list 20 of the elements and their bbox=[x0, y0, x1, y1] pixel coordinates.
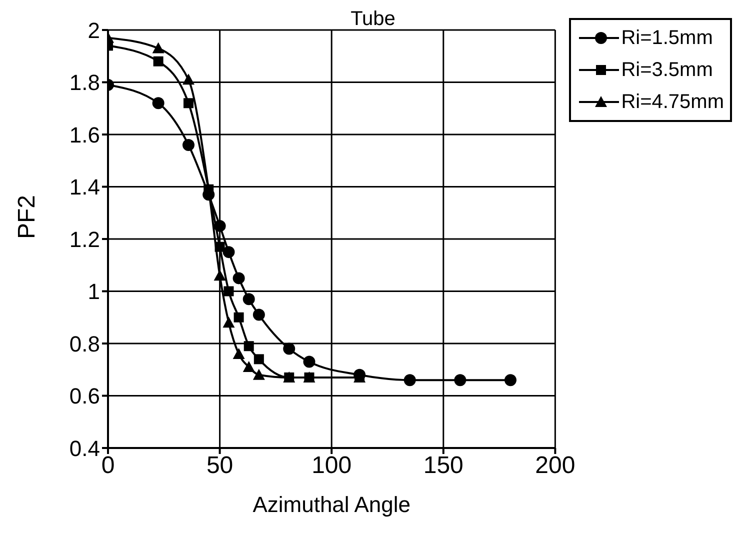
y-tick-label: 2 bbox=[88, 18, 100, 43]
y-tick-label: 1.6 bbox=[69, 122, 100, 148]
legend-label: Ri=3.5mm bbox=[621, 58, 713, 82]
y-tick-label: 0.8 bbox=[69, 331, 100, 356]
y-tick-label: 1.8 bbox=[69, 70, 100, 96]
y-tick-label: 1.2 bbox=[69, 226, 100, 252]
y-axis-title: PF2 bbox=[14, 194, 41, 239]
y-tick-label: 0.6 bbox=[69, 384, 100, 409]
x-tick-label: 100 bbox=[312, 452, 352, 480]
y-tick-label: 1 bbox=[88, 279, 100, 304]
x-tick-label: 150 bbox=[423, 452, 464, 480]
x-tick-label: 50 bbox=[206, 452, 234, 480]
y-tick-label: 1.4 bbox=[69, 174, 100, 200]
x-tick-label: 0 bbox=[101, 452, 115, 480]
legend-label: Ri=4.75mm bbox=[621, 90, 724, 114]
x-tick-label: 200 bbox=[535, 452, 576, 480]
x-axis-title: Azimuthal Angle bbox=[252, 492, 410, 517]
legend-label: Ri=1.5mm bbox=[621, 26, 713, 50]
y-tick-label: 0.4 bbox=[69, 436, 100, 461]
chart-title: Tube bbox=[350, 8, 396, 30]
